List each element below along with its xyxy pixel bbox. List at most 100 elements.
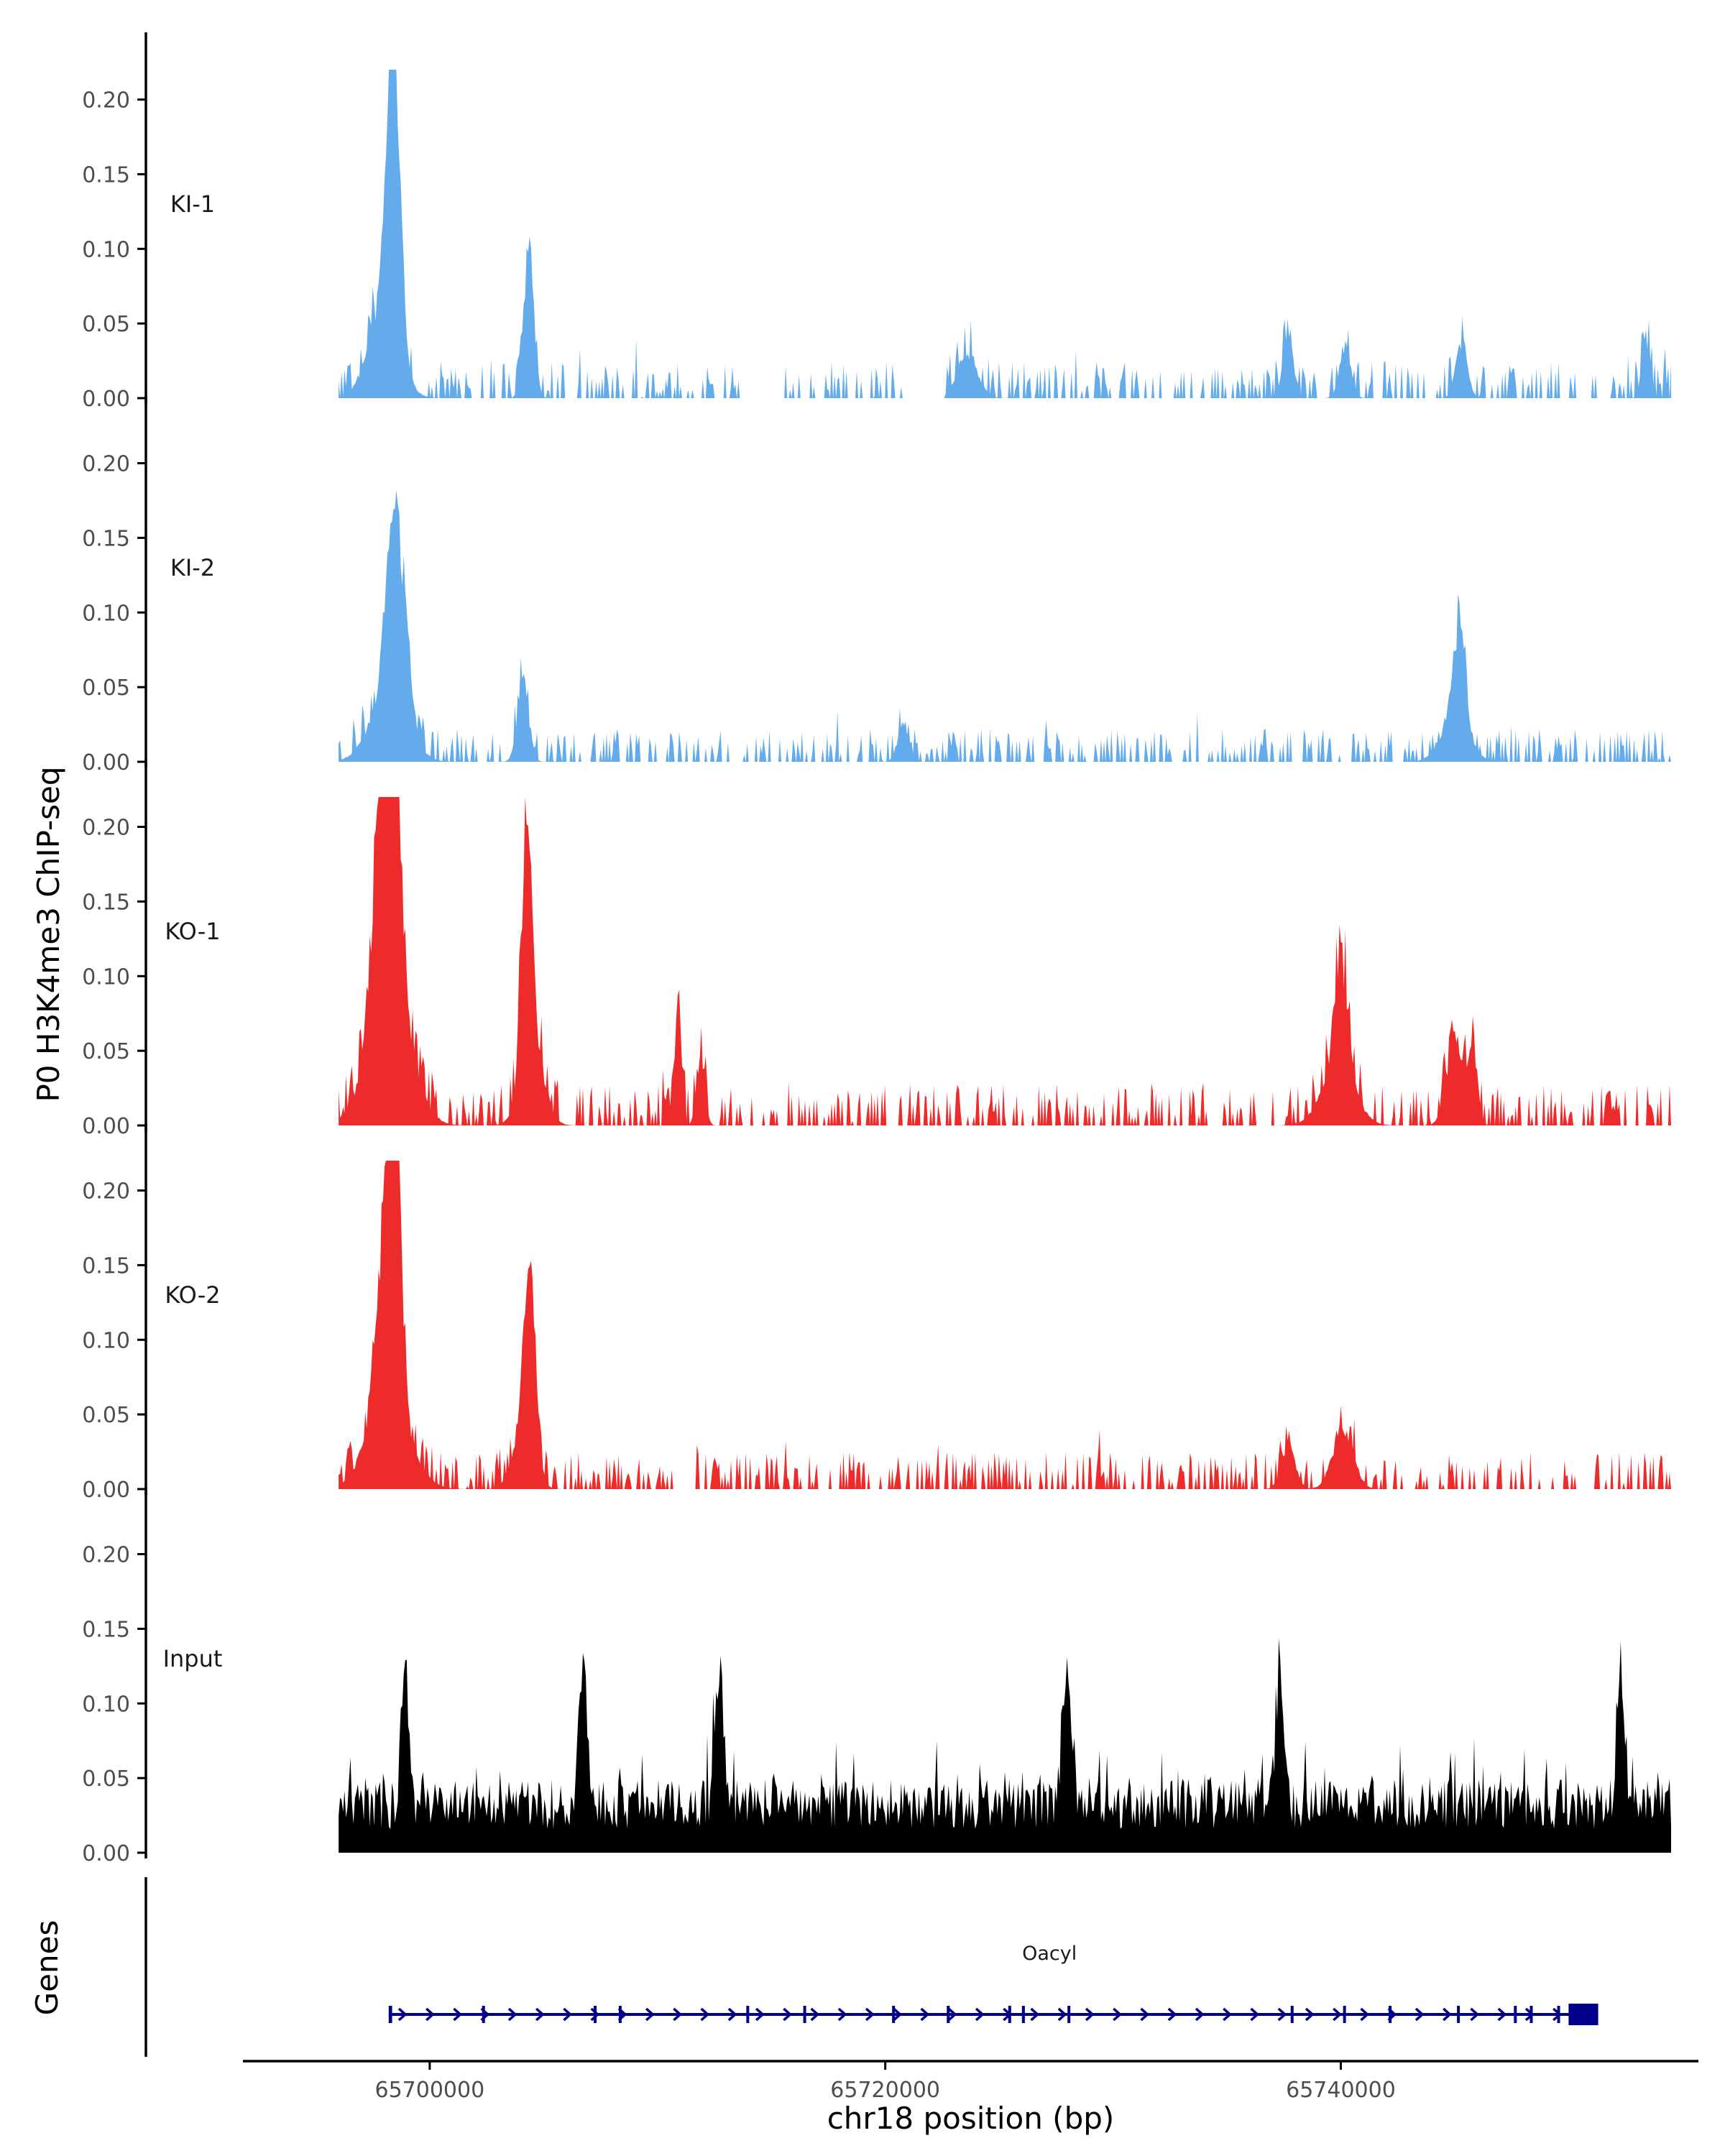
- strand-arrow: [1113, 2007, 1122, 2022]
- y-tick-label: 0.20: [82, 452, 130, 477]
- strand-arrow: [1167, 2007, 1177, 2022]
- gene-exon: [1457, 2006, 1460, 2023]
- y-tick-label: 0.20: [82, 1543, 130, 1568]
- strand-arrow: [507, 2007, 518, 2022]
- gene-exon: [803, 2006, 806, 2023]
- strand-arrow: [947, 2007, 957, 2022]
- track-ko-2: 0.00 0.05 0.10 0.15 0.20 KO-2: [82, 1123, 1672, 1503]
- strand-arrow: [1223, 2007, 1232, 2022]
- y-tick-label: 0.15: [82, 890, 130, 915]
- strand-arrow: [426, 2007, 435, 2022]
- gene-exon: [947, 2006, 950, 2023]
- gene-exon: [618, 2006, 622, 2023]
- y-tick-label: 0.10: [82, 1328, 130, 1353]
- strand-arrow: [1443, 2007, 1452, 2022]
- y-tick-label: 0.00: [82, 1114, 130, 1139]
- strand-arrow: [1057, 2007, 1067, 2022]
- strand-arrow: [1470, 2007, 1480, 2022]
- strand-arrow: [727, 2007, 737, 2022]
- strand-arrow: [673, 2007, 683, 2022]
- gene-exon: [1530, 2006, 1533, 2023]
- coverage-area: [339, 797, 1672, 1125]
- strand-arrow: [920, 2007, 930, 2022]
- track-label: KI-1: [170, 190, 215, 218]
- gene-exon: [1389, 2006, 1392, 2023]
- gene-name-label: Oacyl: [1022, 1943, 1077, 1965]
- genes-axis-title: Genes: [29, 1920, 65, 2016]
- gene-last-exon: [1568, 2004, 1598, 2025]
- strand-arrow: [1085, 2007, 1095, 2022]
- track-ko-1: 0.00 0.05 0.10 0.15 0.20 KO-1: [82, 760, 1672, 1139]
- track-input: 0.00 0.05 0.10 0.15 0.20 Input: [82, 1487, 1672, 1866]
- y-tick-label: 0.15: [82, 1253, 130, 1279]
- coverage-area: [339, 1638, 1672, 1853]
- x-tick-label: 65740000: [1286, 2078, 1396, 2103]
- track-ki-1: 0.00 0.05 0.10 0.15 0.20 KI-1: [82, 32, 1672, 412]
- gene-exon: [1557, 2006, 1560, 2023]
- strand-arrow: [1360, 2007, 1370, 2022]
- strand-arrow: [1140, 2007, 1150, 2022]
- gene-exon: [746, 2006, 750, 2023]
- y-tick-label: 0.15: [82, 526, 130, 551]
- gene-exon: [1067, 2006, 1071, 2023]
- y-tick-label: 0.05: [82, 1039, 130, 1064]
- strand-arrow: [1497, 2007, 1507, 2022]
- coverage-tracks: 0.00 0.05 0.10 0.15 0.20 KI-1 0.00 0.05 0.10 0.15…: [82, 32, 1672, 1866]
- y-tick-label: 0.10: [82, 237, 130, 262]
- y-tick-label: 0.05: [82, 676, 130, 701]
- gene-exon: [892, 2006, 896, 2023]
- strand-arrow: [590, 2007, 600, 2022]
- strand-arrow: [783, 2007, 792, 2022]
- strand-arrow: [645, 2007, 655, 2022]
- y-tick-label: 0.20: [82, 88, 130, 114]
- x-axis: 65700000 65720000 65740000: [243, 2060, 1698, 2103]
- gene-exon: [1008, 2006, 1011, 2023]
- strand-arrow: [975, 2007, 985, 2022]
- y-tick-label: 0.00: [82, 750, 130, 775]
- y-tick-label: 0.15: [82, 1617, 130, 1642]
- track-label: KI-2: [170, 554, 215, 581]
- y-tick-label: 0.05: [82, 1403, 130, 1428]
- gene-exon: [482, 2006, 485, 2023]
- y-axis-title: P0 H3K4me3 ChIP-seq: [31, 766, 66, 1102]
- gene-exon: [1514, 2006, 1517, 2023]
- y-tick-label: 0.00: [82, 1841, 130, 1866]
- y-tick-label: 0.20: [82, 1179, 130, 1204]
- y-tick-label: 0.05: [82, 312, 130, 337]
- x-axis-title: chr18 position (bp): [827, 2101, 1115, 2136]
- strand-arrow: [397, 2007, 408, 2022]
- x-tick-label: 65700000: [375, 2078, 485, 2103]
- y-tick-label: 0.10: [82, 964, 130, 990]
- y-tick-label: 0.00: [82, 1478, 130, 1503]
- track-label: KO-2: [165, 1281, 220, 1309]
- genes-track: Oacyl: [144, 1877, 1598, 2057]
- y-tick-label: 0.15: [82, 162, 130, 188]
- x-tick-label: 65720000: [830, 2078, 940, 2103]
- track-label: Input: [163, 1645, 223, 1672]
- y-tick-label: 0.20: [82, 816, 130, 841]
- strand-arrow: [1030, 2007, 1040, 2022]
- strand-arrow: [563, 2007, 573, 2022]
- strand-arrow: [837, 2007, 847, 2022]
- strand-arrow: [535, 2007, 545, 2022]
- strand-arrow: [453, 2007, 463, 2022]
- track-label: KO-1: [165, 918, 220, 945]
- y-tick-label: 0.00: [82, 387, 130, 412]
- strand-arrow: [755, 2007, 765, 2022]
- strand-arrow: [1277, 2007, 1287, 2022]
- gene-exon: [1290, 2006, 1294, 2023]
- gene-exon: [594, 2006, 597, 2023]
- gene-exon: [388, 2006, 392, 2023]
- strand-arrow: [700, 2007, 710, 2022]
- strand-arrow: [1414, 2007, 1425, 2022]
- strand-arrow: [893, 2007, 902, 2022]
- y-tick-label: 0.10: [82, 1692, 130, 1717]
- strand-arrow: [865, 2007, 875, 2022]
- strand-arrow: [1305, 2007, 1315, 2022]
- y-tick-label: 0.05: [82, 1766, 130, 1792]
- strand-arrow: [810, 2007, 820, 2022]
- gene-exon: [1343, 2006, 1346, 2023]
- strand-arrow: [1250, 2007, 1260, 2022]
- track-ki-2: 0.00 0.05 0.10 0.15 0.20 KI-2: [82, 396, 1672, 775]
